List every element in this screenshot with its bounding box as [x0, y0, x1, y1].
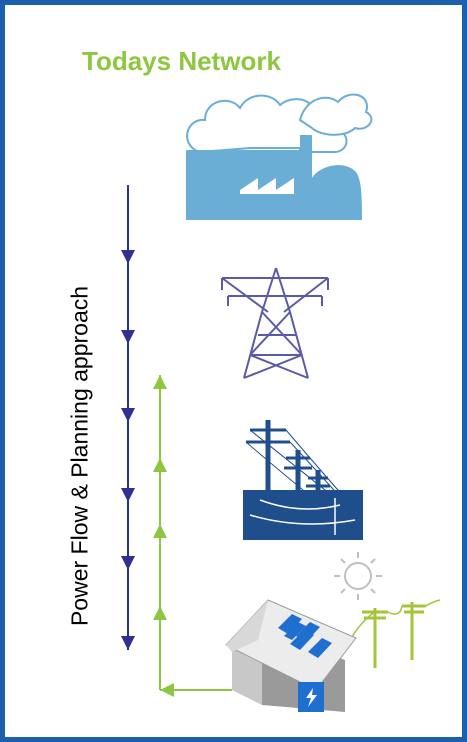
downward-power-flow-arrow — [121, 185, 135, 650]
upward-power-flow-arrow — [153, 375, 232, 697]
solar-house-icon — [225, 599, 357, 712]
transmission-tower-icon — [221, 267, 329, 379]
sun-icon — [334, 552, 382, 600]
utility-pole-icon — [349, 599, 441, 668]
power-plant-icon — [186, 93, 373, 220]
diagram-title: Todays Network — [82, 46, 281, 76]
distribution-lines-icon — [243, 420, 363, 540]
